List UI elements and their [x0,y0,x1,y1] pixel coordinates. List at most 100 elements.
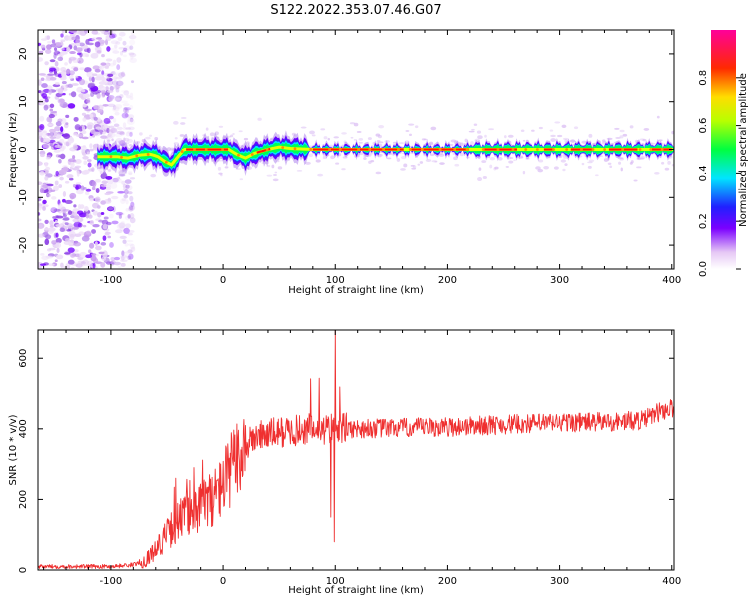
speckle [305,161,311,165]
noise-blob [124,45,132,51]
band-dot [438,148,442,151]
noise-blob [39,124,45,131]
speckle [560,159,566,163]
speckle [488,128,495,131]
speckle [498,156,503,161]
speckle [296,170,303,172]
band-dot [496,148,500,151]
noise-blob [122,54,128,58]
noise-blob [123,227,130,235]
noise-blob [84,191,90,196]
noise-blob [127,255,132,261]
noise-blob [115,41,121,45]
noise-blob [128,229,135,233]
noise-blob [91,76,95,83]
noise-blob [55,223,63,228]
x-tick-label: 400 [662,275,681,286]
noise-blob [109,241,114,248]
noise-blob [122,127,128,130]
noise-blob [122,187,127,191]
noise-blob [60,262,64,268]
speckle [403,163,408,168]
noise-blob [100,200,107,205]
speckle [667,160,671,165]
speckle [513,159,516,162]
noise-blob [122,183,127,189]
speckle [308,153,314,158]
y-tick-label: 0 [18,567,29,573]
x-tick-label: 300 [550,576,569,587]
noise-blob [92,262,96,269]
y-tick-label: -20 [18,237,29,253]
snr-frame [37,329,675,571]
noise-blob [115,88,120,93]
band-dot [193,148,196,151]
noise-blob [50,43,57,48]
noise-blob [111,220,119,225]
band-dot [580,148,583,151]
noise-blob [87,168,94,172]
band-dot [120,155,123,159]
noise-blob [98,77,107,81]
noise-blob [85,188,92,192]
noise-blob [130,53,134,60]
noise-blob [49,224,54,228]
noise-blob [59,102,64,107]
snr-y-ticks: 0 200 400 600 [18,349,674,573]
snr-panel: -100 0 100 200 300 400 0 200 400 600 Height of s… [8,329,681,596]
noise-blob [68,58,72,64]
band-dot [180,150,184,153]
noise-blob [48,228,54,234]
noise-blob [117,265,122,269]
speckle [493,167,497,171]
speckle [473,123,478,126]
noise-blob [115,76,123,80]
band-dot [221,148,224,151]
noise-blob [110,127,118,134]
noise-blob [105,175,113,180]
noise-blob [58,184,63,188]
noise-blob [92,73,98,77]
noise-blob [101,93,106,98]
noise-blob [106,89,114,93]
speckle [471,128,475,131]
noise-blob [38,233,45,238]
noise-blob [39,188,45,194]
speckle [350,136,354,139]
noise-blob [62,217,70,221]
noise-blob [39,99,46,106]
noise-blob [126,118,135,126]
noise-blob [91,37,98,41]
noise-blob [59,227,66,233]
noise-blob [124,242,129,247]
noise-blob [64,252,71,255]
noise-blob [124,193,128,198]
noise-blob [65,68,71,75]
noise-blob [125,184,133,191]
noise-blob [54,82,60,85]
noise-blob [62,191,67,197]
noise-blob [107,73,114,78]
noise-blob [47,263,55,267]
noise-blob [91,186,96,191]
band-dot [204,148,208,151]
noise-blob [62,145,66,150]
noise-blob [120,255,125,261]
speckle [410,164,415,167]
speckle [238,130,243,133]
noise-blob [68,158,76,163]
speckle [353,122,359,127]
noise-blob [129,217,136,224]
y-tick-label: 0 [18,146,29,152]
speckle [239,178,244,181]
noise-blob [100,62,107,66]
noise-blob [72,226,79,230]
noise-blob [125,184,130,189]
noise-blob [94,68,101,73]
noise-blob [48,128,56,133]
noise-blob [130,201,135,208]
speckle [230,134,234,138]
spectrogram-x-ticks: -100 0 100 200 300 400 [43,30,681,286]
x-tick-label: 200 [438,275,457,286]
noise-blob [124,215,132,221]
